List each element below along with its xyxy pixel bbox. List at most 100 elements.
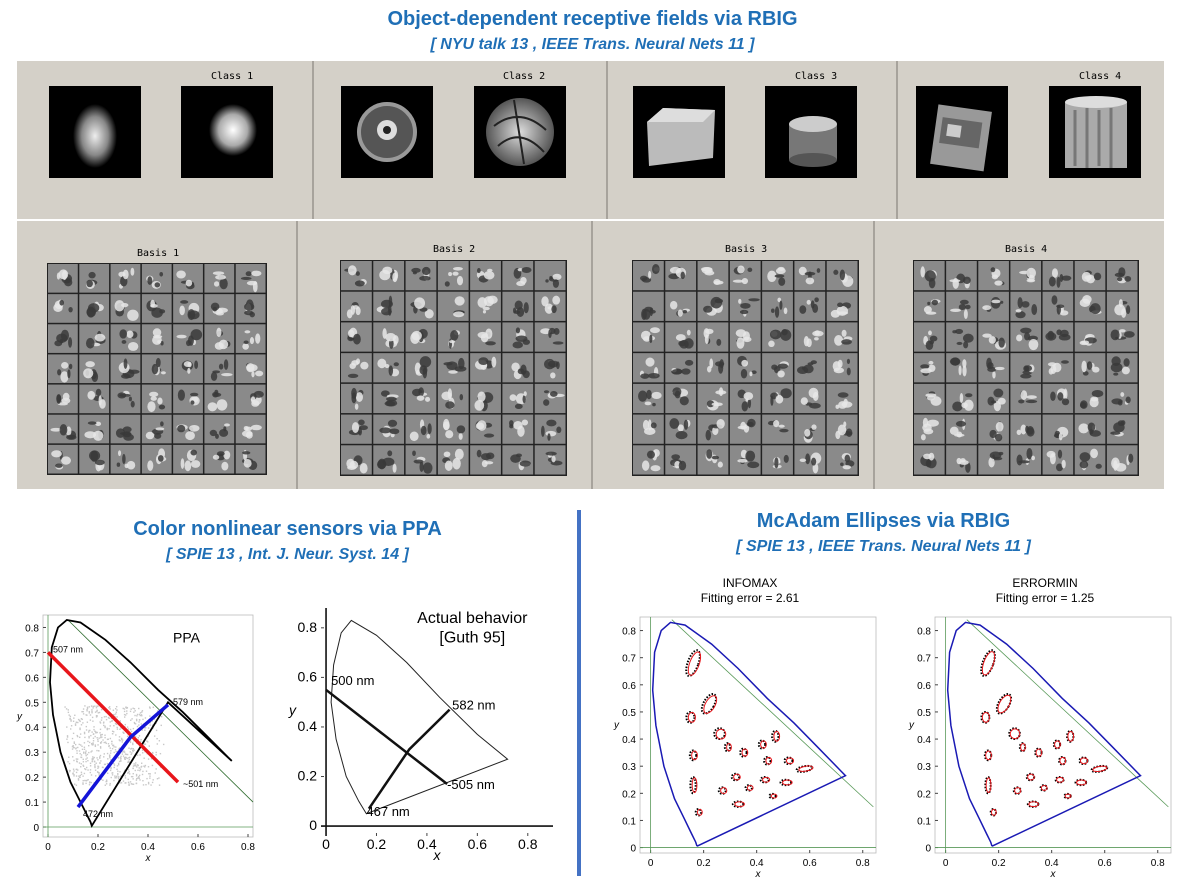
data-cloud-point [132, 742, 134, 744]
basis-patch-detail [482, 310, 487, 314]
ellipse-fit [765, 756, 773, 765]
basis-patch-detail [992, 371, 996, 379]
y-tick-label: 0.5 [622, 708, 636, 719]
data-cloud-point [80, 763, 82, 765]
data-cloud-point [93, 760, 96, 763]
data-cloud-point [126, 735, 129, 738]
object-image-class2-a [341, 86, 433, 178]
basis-patch-detail [770, 395, 774, 406]
data-cloud-point [80, 773, 83, 776]
data-cloud-point [87, 740, 89, 743]
data-cloud-point [138, 775, 140, 778]
basis-patch-detail [549, 275, 553, 280]
ellipse-fit [733, 773, 741, 781]
data-cloud-point [85, 760, 87, 763]
basis-grid-4 [913, 260, 1139, 476]
data-cloud-point [109, 754, 111, 757]
basis-patch-detail [147, 276, 153, 285]
y-tick-label: 0.2 [917, 789, 931, 800]
data-cloud-point [74, 724, 77, 726]
basis-patch-detail [1092, 366, 1100, 373]
basis-patch-detail [477, 297, 488, 308]
data-cloud-point [107, 758, 109, 760]
data-cloud-point [94, 730, 96, 732]
data-cloud-point [118, 747, 121, 749]
data-cloud-point [114, 715, 116, 718]
data-cloud-point [114, 722, 117, 725]
basis-patch-detail [1046, 450, 1056, 458]
basis-patch-detail [50, 427, 62, 432]
data-cloud-point [138, 707, 140, 710]
basis-patch-detail [844, 454, 851, 463]
data-cloud-point [142, 770, 144, 773]
data-cloud-point [73, 717, 75, 719]
ellipse-data [795, 764, 814, 773]
data-cloud-point [91, 712, 93, 714]
ellipse-fit [773, 730, 781, 742]
y-tick-label: 0.4 [917, 735, 931, 746]
data-cloud-point [87, 731, 90, 733]
basis-patch-detail [55, 463, 63, 468]
data-cloud-point [133, 722, 136, 725]
data-cloud-point [132, 749, 134, 752]
data-cloud-point [94, 766, 96, 769]
data-cloud-point [124, 723, 126, 726]
basis-patch [1010, 261, 1042, 291]
data-cloud-point [97, 705, 99, 707]
basis-patch-detail [1125, 396, 1131, 404]
basis-patch-detail [1090, 396, 1099, 402]
basis-patch-detail [355, 306, 361, 316]
ellipse-data [723, 742, 732, 753]
data-cloud-point [79, 720, 81, 723]
data-cloud-point [115, 750, 117, 753]
y-tick-label: 0.5 [25, 698, 39, 709]
data-cloud-point [122, 780, 125, 782]
data-cloud-point [130, 719, 132, 721]
basis-patch-detail [982, 333, 992, 338]
basis-patch-detail [246, 280, 258, 286]
basis-patch-detail [456, 275, 464, 286]
basis-patch-detail [1120, 392, 1125, 397]
data-cloud-point [133, 763, 135, 765]
data-cloud-point [82, 758, 84, 761]
data-cloud-point [118, 748, 120, 750]
basis-patch-detail [552, 341, 564, 345]
data-cloud-point [97, 771, 99, 774]
basis-patch [79, 264, 110, 293]
basis-patch-detail [347, 329, 355, 338]
data-cloud-point [120, 757, 122, 760]
data-cloud-point [92, 740, 95, 742]
basis-patch-detail [215, 311, 224, 316]
basis-patch-detail [651, 263, 660, 275]
ellipse-data [771, 729, 780, 743]
data-cloud-point [85, 754, 87, 757]
data-cloud-point [74, 714, 76, 716]
data-cloud-point [94, 775, 97, 777]
data-cloud-point [133, 749, 135, 751]
data-cloud-point [85, 782, 87, 785]
data-cloud-point [114, 749, 117, 751]
basis-patch-detail [701, 267, 713, 274]
basis-patch-detail [450, 330, 459, 341]
data-cloud-point [133, 721, 136, 724]
data-cloud-point [107, 716, 110, 719]
chart-subtitle: Fitting error = 2.61 [701, 591, 800, 605]
basis-patch-detail [453, 311, 465, 318]
y-axis-label: y [908, 720, 915, 731]
data-cloud-point [103, 741, 105, 744]
data-cloud-point [119, 728, 121, 731]
basis-patch-detail [556, 426, 562, 434]
basis-patch-detail [545, 430, 557, 437]
data-cloud-point [88, 741, 91, 744]
data-cloud-point [116, 750, 119, 753]
data-cloud-point [118, 760, 121, 763]
data-cloud-point [84, 753, 87, 755]
data-cloud-point [116, 768, 118, 771]
x-tick-label: 0.6 [191, 842, 205, 853]
object-image-class1-a [49, 86, 141, 178]
ellipse-data [694, 808, 702, 817]
basis-patch-detail [1000, 300, 1004, 304]
basis-patch-detail [251, 270, 262, 277]
data-cloud-point [83, 731, 86, 734]
basis-patch-detail [212, 271, 225, 276]
